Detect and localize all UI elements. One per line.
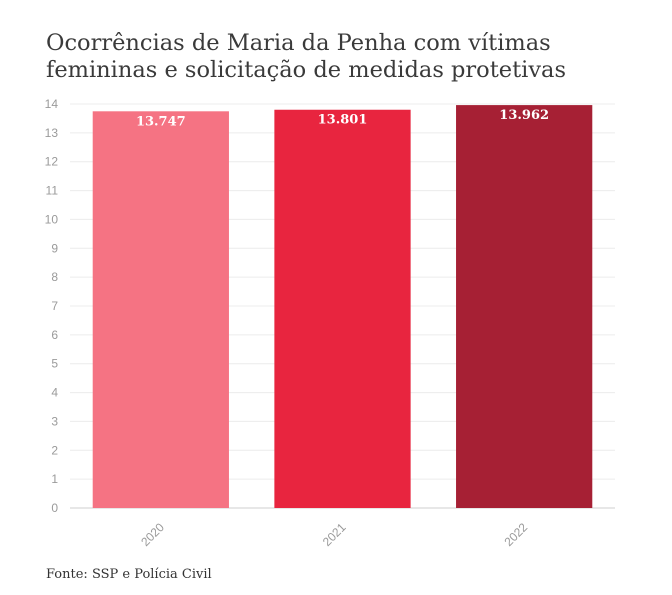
y-tick-label: 4 (51, 386, 58, 400)
y-tick-label: 3 (51, 414, 58, 428)
y-tick-label: 0 (51, 501, 58, 515)
bars (92, 105, 593, 509)
chart-title-line-1: Ocorrências de Maria da Penha com vítima… (46, 30, 551, 56)
y-tick-label: 7 (51, 299, 58, 313)
data-labels: 13.747 13.801 13.962 (136, 108, 549, 129)
y-tick-label: 8 (51, 270, 58, 284)
data-label-2020: 13.747 (136, 114, 186, 129)
bar-2021 (274, 109, 411, 509)
source-note: Fonte: SSP e Polícia Civil (46, 567, 212, 582)
y-tick-label: 1 (51, 472, 58, 486)
x-tick-label: 2020 (138, 520, 167, 549)
y-tick-label: 13 (45, 126, 59, 140)
y-tick-label: 9 (51, 241, 58, 255)
y-tick-label: 12 (45, 155, 59, 169)
chart-title-line-2: femininas e solicitação de medidas prote… (46, 57, 566, 83)
data-label-2022: 13.962 (499, 108, 549, 123)
y-tick-label: 14 (45, 97, 59, 111)
data-label-2021: 13.801 (318, 113, 368, 128)
x-tick-label: 2021 (320, 520, 349, 549)
bar-2020 (92, 111, 229, 509)
y-tick-label: 2 (51, 443, 58, 457)
y-tick-label: 10 (45, 212, 59, 226)
y-tick-label: 11 (46, 184, 59, 198)
chart-title: Ocorrências de Maria da Penha com vítima… (46, 30, 646, 84)
x-tick-label: 2022 (502, 520, 531, 549)
y-tick-label: 6 (51, 328, 58, 342)
y-tick-label: 5 (51, 357, 58, 371)
bar-2022 (456, 105, 593, 509)
x-axis: 2020 2021 2022 (138, 520, 530, 549)
